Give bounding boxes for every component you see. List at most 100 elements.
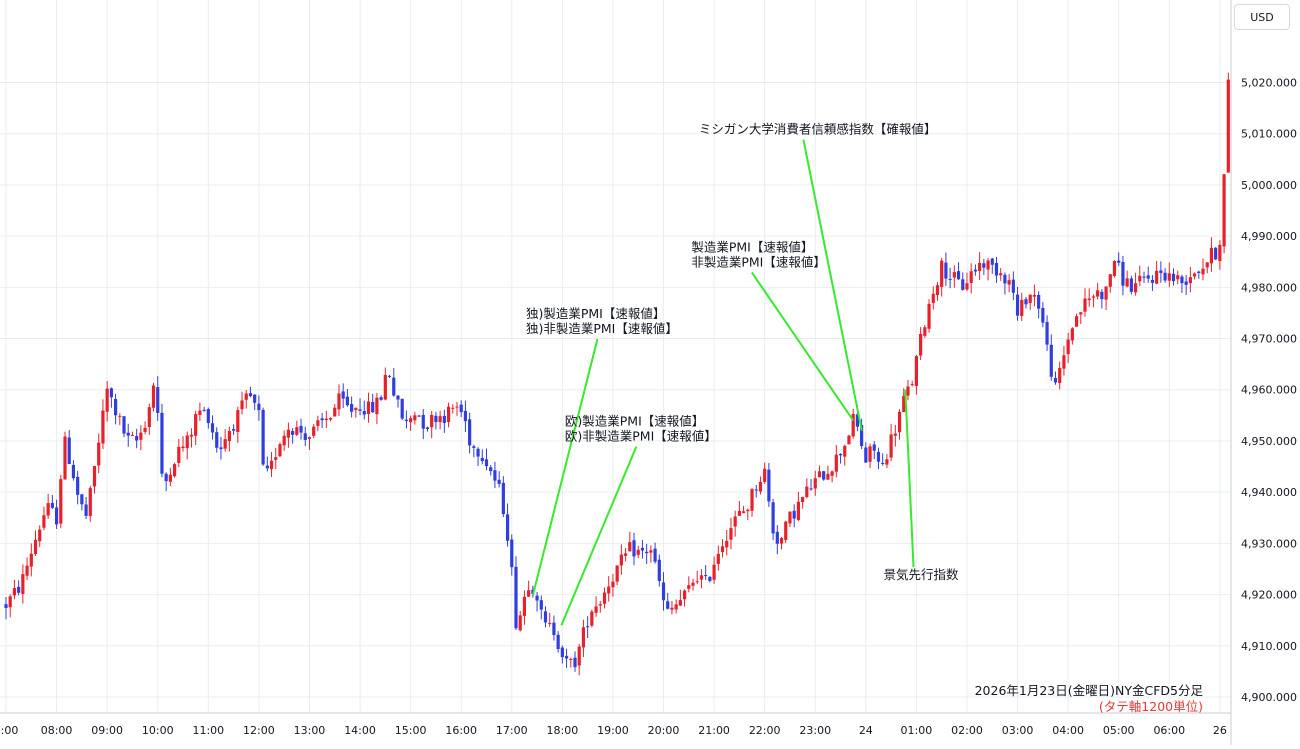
candle-body: [750, 489, 754, 511]
candle-body: [257, 403, 261, 411]
candle-body: [973, 269, 978, 272]
candle-body: [704, 575, 708, 577]
annotation-label: 製造業PMI【速報値】: [691, 239, 813, 254]
candle-body: [885, 459, 889, 465]
candle-body: [291, 431, 295, 435]
candle-body: [345, 396, 350, 406]
candle-body: [240, 400, 244, 410]
candle-body: [1133, 283, 1138, 293]
candle-body: [661, 582, 666, 601]
candle-body: [1041, 307, 1045, 323]
candle-body: [489, 467, 493, 472]
candle-body: [206, 409, 210, 424]
candle-body: [535, 595, 539, 601]
x-tick-label: 09:00: [91, 724, 123, 737]
candle-body: [805, 486, 809, 498]
candle-body: [720, 546, 725, 553]
candle-body: [935, 285, 940, 296]
candle-body: [350, 404, 354, 412]
x-tick-label: 15:00: [395, 724, 427, 737]
candle-body: [404, 419, 409, 422]
candle-body: [375, 397, 379, 415]
candle-body: [594, 606, 598, 613]
candle-body: [657, 559, 661, 581]
candle-body: [712, 564, 716, 580]
annotation-leader-line: [751, 271, 855, 422]
candle-body: [1121, 261, 1125, 286]
candle-body: [1062, 355, 1066, 369]
y-tick-label: 5,000.000: [1241, 179, 1297, 192]
candle-body: [185, 435, 189, 449]
candle-body: [333, 407, 337, 417]
candle-body: [556, 634, 560, 650]
candle-body: [362, 411, 366, 415]
candle-body: [893, 433, 897, 436]
candle-body: [1218, 244, 1222, 262]
candle-body: [978, 262, 982, 271]
candle-body: [771, 502, 775, 534]
candle-body: [189, 434, 194, 437]
candle-body: [1032, 294, 1037, 297]
annotation-leader-line: [802, 139, 863, 431]
candle-body: [902, 395, 906, 413]
candle-body: [97, 442, 101, 466]
candle-body: [71, 464, 76, 479]
x-tick-label: 22:00: [749, 724, 781, 737]
candle-body: [817, 471, 822, 478]
candle-body: [198, 410, 202, 415]
candle-body: [1125, 278, 1129, 287]
candle-body: [729, 528, 733, 540]
x-tick-label: 6:00: [0, 724, 18, 737]
candle-body: [438, 416, 442, 423]
candle-body: [919, 333, 923, 356]
candle-body: [118, 415, 122, 417]
candle-body: [792, 510, 796, 519]
scale-note: (タテ軸1200単位): [1098, 699, 1203, 714]
candle-body: [147, 407, 151, 428]
candle-body: [834, 454, 838, 472]
candle-body: [295, 427, 299, 435]
candle-body: [649, 550, 653, 553]
candle-body: [1146, 275, 1150, 279]
candle-body: [864, 447, 868, 463]
candle-body: [160, 412, 164, 474]
candle-body: [227, 431, 231, 442]
currency-label[interactable]: USD: [1234, 4, 1290, 30]
candle-body: [645, 551, 649, 554]
candle-body: [84, 504, 88, 516]
x-tick-label: 01:00: [901, 724, 933, 737]
candle-body: [371, 401, 375, 413]
candle-body: [392, 377, 396, 396]
candle-body: [497, 479, 501, 484]
candle-body: [379, 397, 383, 400]
candle-body: [101, 410, 105, 444]
candle-body: [194, 414, 198, 436]
candle-body: [480, 457, 484, 461]
candle-body: [8, 596, 12, 608]
candle-body: [611, 581, 615, 588]
annotation-label: 非製造業PMI【速報値】: [691, 254, 826, 269]
y-tick-label: 4,980.000: [1241, 281, 1297, 294]
candle-body: [274, 457, 278, 460]
x-tick-label: 17:00: [496, 724, 528, 737]
candle-body: [354, 407, 358, 411]
y-tick-label: 4,940.000: [1241, 486, 1297, 499]
candle-body: [1197, 271, 1201, 273]
candle-body: [640, 547, 645, 551]
candle-body: [746, 509, 750, 512]
candle-body: [788, 511, 792, 524]
y-tick-label: 4,920.000: [1241, 589, 1297, 602]
candle-body: [1074, 316, 1079, 327]
candle-body: [560, 647, 564, 658]
candle-body: [455, 406, 459, 408]
candle-body: [113, 398, 118, 416]
candle-body: [847, 435, 851, 445]
candle-body: [522, 596, 527, 616]
candle-body: [628, 542, 632, 552]
candle-body: [316, 420, 320, 426]
candle-body: [1222, 174, 1226, 247]
candle-body: [636, 549, 640, 555]
candle-body: [758, 481, 763, 492]
candles: [4, 72, 1230, 676]
